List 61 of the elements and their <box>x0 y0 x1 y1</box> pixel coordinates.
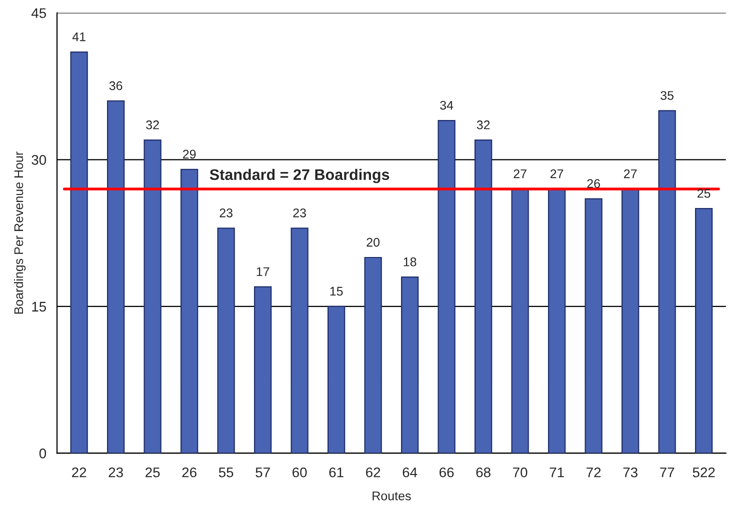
bar <box>695 208 713 454</box>
bar <box>106 100 125 454</box>
data-label: 20 <box>366 238 380 247</box>
data-label: 23 <box>293 208 306 218</box>
data-label: 41 <box>72 32 86 42</box>
data-label: 36 <box>109 81 122 90</box>
x-tick-label: 22 <box>72 467 86 478</box>
x-tick-label: 55 <box>218 468 234 478</box>
x-tick-label: 57 <box>256 468 270 478</box>
bar <box>584 198 602 454</box>
bar <box>217 228 235 454</box>
data-label: 26 <box>587 179 600 188</box>
x-tick-label: 70 <box>513 467 528 478</box>
x-tick-label: 25 <box>146 467 160 478</box>
bar <box>70 51 88 454</box>
y-tick-label: 0 <box>39 448 46 458</box>
bar <box>511 188 529 454</box>
data-label: 27 <box>550 169 564 178</box>
data-label: 27 <box>624 169 637 178</box>
y-tick-label: 30 <box>32 154 46 165</box>
bar <box>254 286 272 454</box>
bar <box>474 140 492 454</box>
bar <box>401 276 419 454</box>
data-label: 15 <box>330 286 343 296</box>
x-tick-label: 73 <box>623 467 638 478</box>
y-axis-title: Boardings Per Revenue Hour <box>14 152 26 314</box>
x-tick-label: 66 <box>440 467 454 478</box>
data-label: 17 <box>256 267 270 276</box>
bar <box>438 120 456 454</box>
x-tick-label: 77 <box>660 468 674 478</box>
data-label: 32 <box>476 120 490 130</box>
x-axis-title: Routes <box>372 492 411 500</box>
bar <box>548 188 566 454</box>
data-label: 34 <box>440 100 454 110</box>
data-label: 23 <box>220 208 232 218</box>
bar <box>290 228 308 454</box>
bar <box>328 306 346 454</box>
x-tick-label: 26 <box>182 467 196 478</box>
x-tick-label: 61 <box>329 467 344 478</box>
bar <box>622 188 640 454</box>
x-tick-label: 522 <box>692 467 715 478</box>
x-tick-label: 68 <box>476 467 490 478</box>
x-tick-label: 71 <box>550 468 564 478</box>
x-tick-label: 23 <box>108 467 123 478</box>
ref-line-label: Standard = 27 Boardings <box>210 168 390 184</box>
data-label: 29 <box>183 150 196 159</box>
data-label: 35 <box>660 91 674 100</box>
bar <box>364 256 382 454</box>
bar <box>180 168 198 454</box>
bar <box>144 140 162 454</box>
x-tick-label: 64 <box>402 467 418 478</box>
y-tick-label: 45 <box>31 8 46 18</box>
bar <box>658 110 676 454</box>
data-label: 25 <box>698 188 710 198</box>
x-tick-label: 62 <box>366 467 380 478</box>
x-tick-label: 60 <box>292 467 307 478</box>
y-tick-label: 15 <box>32 302 46 312</box>
data-label: 18 <box>404 257 416 266</box>
x-tick-label: 72 <box>586 467 601 478</box>
data-label: 32 <box>146 120 159 130</box>
data-label: 27 <box>514 169 526 178</box>
